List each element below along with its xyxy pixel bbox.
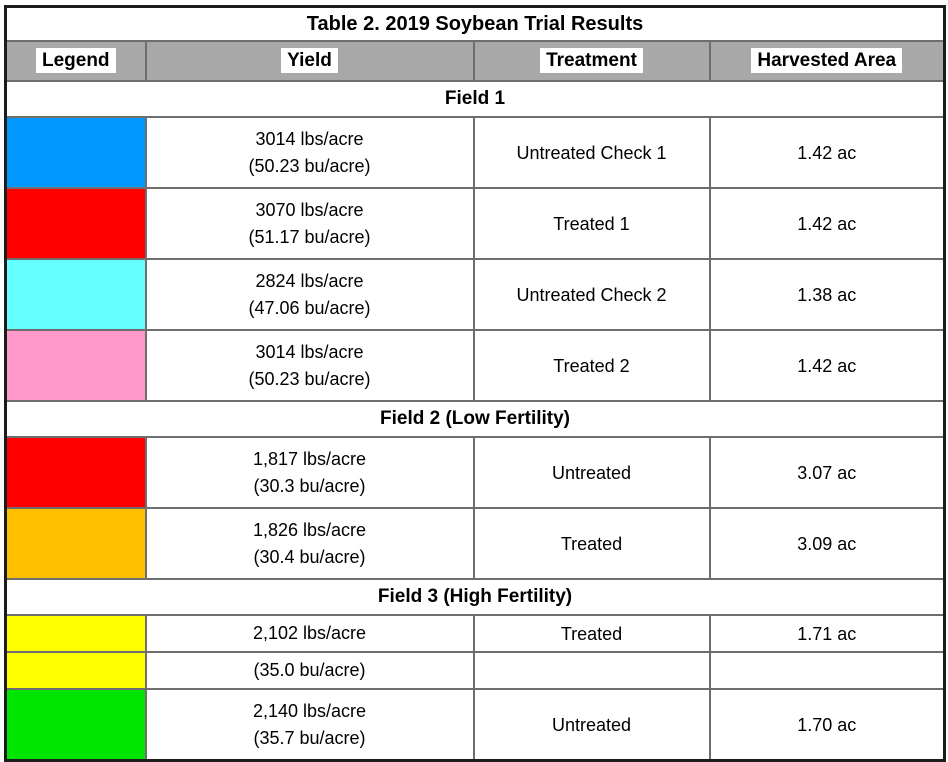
yield-bu: (35.0 bu/acre) [253,660,366,680]
treatment-cell: Treated 2 [472,329,711,402]
yield-bu: (30.3 bu/acre) [253,475,366,496]
section-banner-field-3: Field 3 (High Fertility) [4,578,946,616]
column-header-harvested-area-label: Harvested Area [751,48,903,73]
column-header-yield: Yield [144,40,475,82]
treatment-cell: Untreated Check 1 [472,116,711,189]
treatment-cell: Untreated [472,436,711,509]
yield-lbs: 3014 lbs/acre [255,128,364,149]
area-cell: 1.71 ac [708,614,946,653]
table-row: 3014 lbs/acre (50.23 bu/acre) Treated 2 … [4,329,946,402]
yield-bu: (51.17 bu/acre) [248,226,371,247]
legend-swatch-yellow [4,651,147,690]
legend-swatch-yellow [4,614,147,653]
column-header-legend: Legend [4,40,147,82]
column-header-yield-label: Yield [281,48,338,73]
legend-swatch-blue [4,116,147,189]
area-cell: 1.38 ac [708,258,946,331]
legend-swatch-cyan [4,258,147,331]
treatment-cell: Treated [472,614,711,653]
table-row: 3070 lbs/acre (51.17 bu/acre) Treated 1 … [4,187,946,260]
area-cell: 1.42 ac [708,116,946,189]
column-header-harvested-area: Harvested Area [708,40,946,82]
legend-swatch-red [4,187,147,260]
legend-swatch-red [4,436,147,509]
page: Table 2. 2019 Soybean Trial Results Lege… [4,5,947,762]
empty-cell [472,651,711,690]
yield-cell: 3014 lbs/acre (50.23 bu/acre) [144,329,475,402]
area-cell: 3.09 ac [708,507,946,580]
yield-cell: 2824 lbs/acre (47.06 bu/acre) [144,258,475,331]
yield-cell: 1,817 lbs/acre (30.3 bu/acre) [144,436,475,509]
yield-cell: 1,826 lbs/acre (30.4 bu/acre) [144,507,475,580]
table-row: 1,826 lbs/acre (30.4 bu/acre) Treated 3.… [4,507,946,580]
yield-lbs: 2824 lbs/acre [255,270,364,291]
yield-cell: 2,102 lbs/acre [144,614,475,653]
section-banner-field-1: Field 1 [4,80,946,118]
yield-lbs: 1,826 lbs/acre [252,519,367,540]
yield-bu: (47.06 bu/acre) [248,297,371,318]
yield-cell: 3014 lbs/acre (50.23 bu/acre) [144,116,475,189]
treatment-cell: Untreated Check 2 [472,258,711,331]
section-banner-field-2: Field 2 (Low Fertility) [4,400,946,438]
table-title: Table 2. 2019 Soybean Trial Results [4,5,946,42]
area-cell: 3.07 ac [708,436,946,509]
column-header-legend-label: Legend [35,48,116,73]
yield-cell: 2,140 lbs/acre (35.7 bu/acre) [144,688,475,762]
table-row: (35.0 bu/acre) [4,651,946,690]
column-header-treatment-label: Treatment [540,48,643,73]
yield-bu: (50.23 bu/acre) [248,155,371,176]
table-row: 2,140 lbs/acre (35.7 bu/acre) Untreated … [4,688,946,762]
area-cell: 1.42 ac [708,329,946,402]
yield-lbs: 3070 lbs/acre [255,199,364,220]
treatment-cell: Untreated [472,688,711,762]
table-row: 2,102 lbs/acre Treated 1.71 ac [4,614,946,653]
column-header-treatment: Treatment [472,40,711,82]
legend-swatch-orange [4,507,147,580]
yield-cell: 3070 lbs/acre (51.17 bu/acre) [144,187,475,260]
area-cell: 1.70 ac [708,688,946,762]
area-cell: 1.42 ac [708,187,946,260]
yield-lbs: 1,817 lbs/acre [252,448,367,469]
yield-bu: (50.23 bu/acre) [248,368,371,389]
yield-lbs: 2,102 lbs/acre [252,623,367,643]
yield-lbs: 2,140 lbs/acre [252,700,367,721]
table-row: 2824 lbs/acre (47.06 bu/acre) Untreated … [4,258,946,331]
treatment-cell: Treated [472,507,711,580]
legend-swatch-green [4,688,147,762]
soybean-trial-results-table: Table 2. 2019 Soybean Trial Results Lege… [4,5,947,762]
table-row: 3014 lbs/acre (50.23 bu/acre) Untreated … [4,116,946,189]
treatment-cell: Treated 1 [472,187,711,260]
legend-swatch-pink [4,329,147,402]
yield-cell: (35.0 bu/acre) [144,651,475,690]
table-row: 1,817 lbs/acre (30.3 bu/acre) Untreated … [4,436,946,509]
yield-lbs: 3014 lbs/acre [255,341,364,362]
yield-bu: (35.7 bu/acre) [253,727,366,748]
empty-cell [708,651,946,690]
yield-bu: (30.4 bu/acre) [253,546,366,567]
